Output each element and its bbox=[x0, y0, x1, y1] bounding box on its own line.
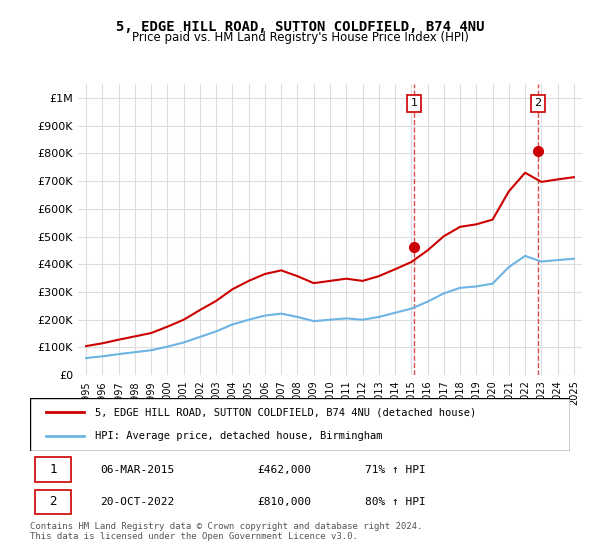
Text: 2: 2 bbox=[49, 496, 57, 508]
Text: 20-OCT-2022: 20-OCT-2022 bbox=[100, 497, 175, 507]
Text: £462,000: £462,000 bbox=[257, 465, 311, 475]
FancyBboxPatch shape bbox=[35, 458, 71, 482]
Text: 2: 2 bbox=[535, 99, 542, 109]
Text: 5, EDGE HILL ROAD, SUTTON COLDFIELD, B74 4NU (detached house): 5, EDGE HILL ROAD, SUTTON COLDFIELD, B74… bbox=[95, 408, 476, 418]
FancyBboxPatch shape bbox=[35, 489, 71, 514]
Text: HPI: Average price, detached house, Birmingham: HPI: Average price, detached house, Birm… bbox=[95, 431, 382, 441]
FancyBboxPatch shape bbox=[30, 398, 570, 451]
Text: 80% ↑ HPI: 80% ↑ HPI bbox=[365, 497, 425, 507]
Text: 06-MAR-2015: 06-MAR-2015 bbox=[100, 465, 175, 475]
Text: Price paid vs. HM Land Registry's House Price Index (HPI): Price paid vs. HM Land Registry's House … bbox=[131, 31, 469, 44]
Text: Contains HM Land Registry data © Crown copyright and database right 2024.
This d: Contains HM Land Registry data © Crown c… bbox=[30, 522, 422, 542]
Text: 5, EDGE HILL ROAD, SUTTON COLDFIELD, B74 4NU: 5, EDGE HILL ROAD, SUTTON COLDFIELD, B74… bbox=[116, 20, 484, 34]
Text: 71% ↑ HPI: 71% ↑ HPI bbox=[365, 465, 425, 475]
Text: £810,000: £810,000 bbox=[257, 497, 311, 507]
Text: 1: 1 bbox=[410, 99, 418, 109]
Text: 1: 1 bbox=[49, 463, 57, 476]
